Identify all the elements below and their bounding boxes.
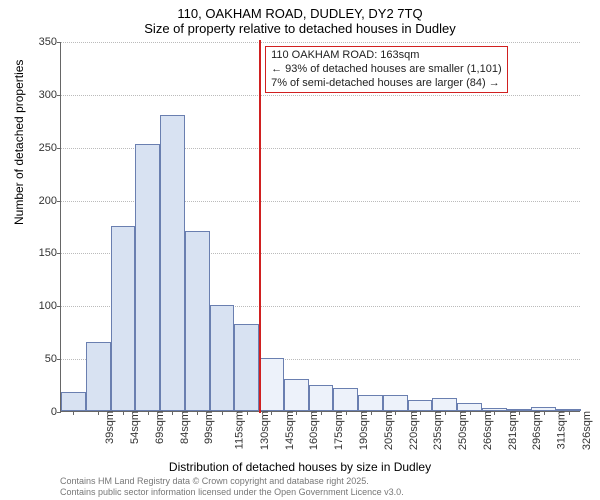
- attribution-footer: Contains HM Land Registry data © Crown c…: [60, 476, 404, 498]
- x-axis-label: Distribution of detached houses by size …: [0, 460, 600, 474]
- x-tick-label: 54sqm: [129, 411, 141, 444]
- x-tick-label: 205sqm: [383, 411, 395, 450]
- y-tick: [57, 148, 61, 149]
- y-tick: [57, 359, 61, 360]
- x-tick: [519, 411, 520, 415]
- gridline: [61, 95, 580, 96]
- y-tick-label: 200: [27, 195, 57, 207]
- x-tick-label: 69sqm: [154, 411, 166, 444]
- x-tick: [420, 411, 421, 415]
- histogram-bar: [383, 395, 408, 411]
- y-tick: [57, 306, 61, 307]
- x-tick-label: 235sqm: [432, 411, 444, 450]
- histogram-bar: [160, 115, 185, 411]
- histogram-chart: 05010015020025030035039sqm54sqm69sqm84sq…: [60, 42, 580, 412]
- histogram-bar: [210, 305, 235, 411]
- y-tick-label: 50: [27, 353, 57, 365]
- x-tick-label: 311sqm: [555, 411, 567, 449]
- histogram-bar: [309, 385, 334, 411]
- x-tick: [470, 411, 471, 415]
- x-tick: [445, 411, 446, 415]
- x-tick: [346, 411, 347, 415]
- x-tick-label: 220sqm: [408, 411, 420, 450]
- histogram-bar: [358, 395, 383, 411]
- reference-line: [259, 40, 261, 413]
- y-tick-label: 150: [27, 247, 57, 259]
- x-tick: [247, 411, 248, 415]
- x-tick: [73, 411, 74, 415]
- x-tick-label: 190sqm: [358, 411, 370, 450]
- y-tick: [57, 201, 61, 202]
- page-title-desc: Size of property relative to detached ho…: [0, 21, 600, 36]
- x-tick: [148, 411, 149, 415]
- y-tick: [57, 95, 61, 96]
- x-tick: [98, 411, 99, 415]
- footer-line-1: Contains HM Land Registry data © Crown c…: [60, 476, 404, 487]
- x-tick-label: 250sqm: [457, 411, 469, 450]
- histogram-bar: [259, 358, 284, 411]
- histogram-bar: [111, 226, 136, 411]
- x-tick: [494, 411, 495, 415]
- x-tick: [371, 411, 372, 415]
- y-axis-label: Number of detached properties: [12, 60, 26, 225]
- histogram-bar: [185, 231, 210, 411]
- y-tick: [57, 253, 61, 254]
- y-tick-label: 250: [27, 142, 57, 154]
- footer-line-2: Contains public sector information licen…: [60, 487, 404, 498]
- x-tick-label: 39sqm: [104, 411, 116, 444]
- annotation-line: ← 93% of detached houses are smaller (1,…: [271, 63, 502, 77]
- x-tick-label: 84sqm: [179, 411, 191, 444]
- histogram-bar: [432, 398, 457, 411]
- x-tick: [222, 411, 223, 415]
- x-tick-label: 145sqm: [284, 411, 296, 450]
- x-tick: [172, 411, 173, 415]
- histogram-bar: [333, 388, 358, 411]
- x-tick-label: 99sqm: [203, 411, 215, 444]
- x-tick-label: 160sqm: [309, 411, 321, 450]
- annotation-line: 110 OAKHAM ROAD: 163sqm: [271, 49, 502, 63]
- x-tick-label: 115sqm: [234, 411, 246, 449]
- x-tick-label: 266sqm: [482, 411, 494, 450]
- y-tick-label: 0: [27, 406, 57, 418]
- y-tick-label: 350: [27, 36, 57, 48]
- x-tick-label: 326sqm: [581, 411, 593, 450]
- histogram-bar: [86, 342, 111, 411]
- x-tick: [123, 411, 124, 415]
- x-tick-label: 281sqm: [507, 411, 519, 450]
- x-tick: [395, 411, 396, 415]
- plot-area: 05010015020025030035039sqm54sqm69sqm84sq…: [60, 42, 580, 412]
- x-tick: [271, 411, 272, 415]
- histogram-bar: [61, 392, 86, 411]
- gridline: [61, 42, 580, 43]
- histogram-bar: [234, 324, 259, 411]
- page-title-address: 110, OAKHAM ROAD, DUDLEY, DY2 7TQ: [0, 6, 600, 21]
- x-tick: [544, 411, 545, 415]
- histogram-bar: [457, 403, 482, 411]
- annotation-line: 7% of semi-detached houses are larger (8…: [271, 77, 502, 91]
- x-tick: [296, 411, 297, 415]
- x-tick: [321, 411, 322, 415]
- histogram-bar: [284, 379, 309, 411]
- y-tick: [57, 412, 61, 413]
- histogram-bar: [135, 144, 160, 411]
- x-tick-label: 130sqm: [259, 411, 271, 450]
- y-tick-label: 100: [27, 300, 57, 312]
- annotation-box: 110 OAKHAM ROAD: 163sqm← 93% of detached…: [265, 46, 508, 93]
- x-tick-label: 175sqm: [333, 411, 345, 450]
- x-tick: [569, 411, 570, 415]
- x-tick-label: 296sqm: [531, 411, 543, 450]
- histogram-bar: [408, 400, 433, 411]
- y-tick-label: 300: [27, 89, 57, 101]
- x-tick: [197, 411, 198, 415]
- y-tick: [57, 42, 61, 43]
